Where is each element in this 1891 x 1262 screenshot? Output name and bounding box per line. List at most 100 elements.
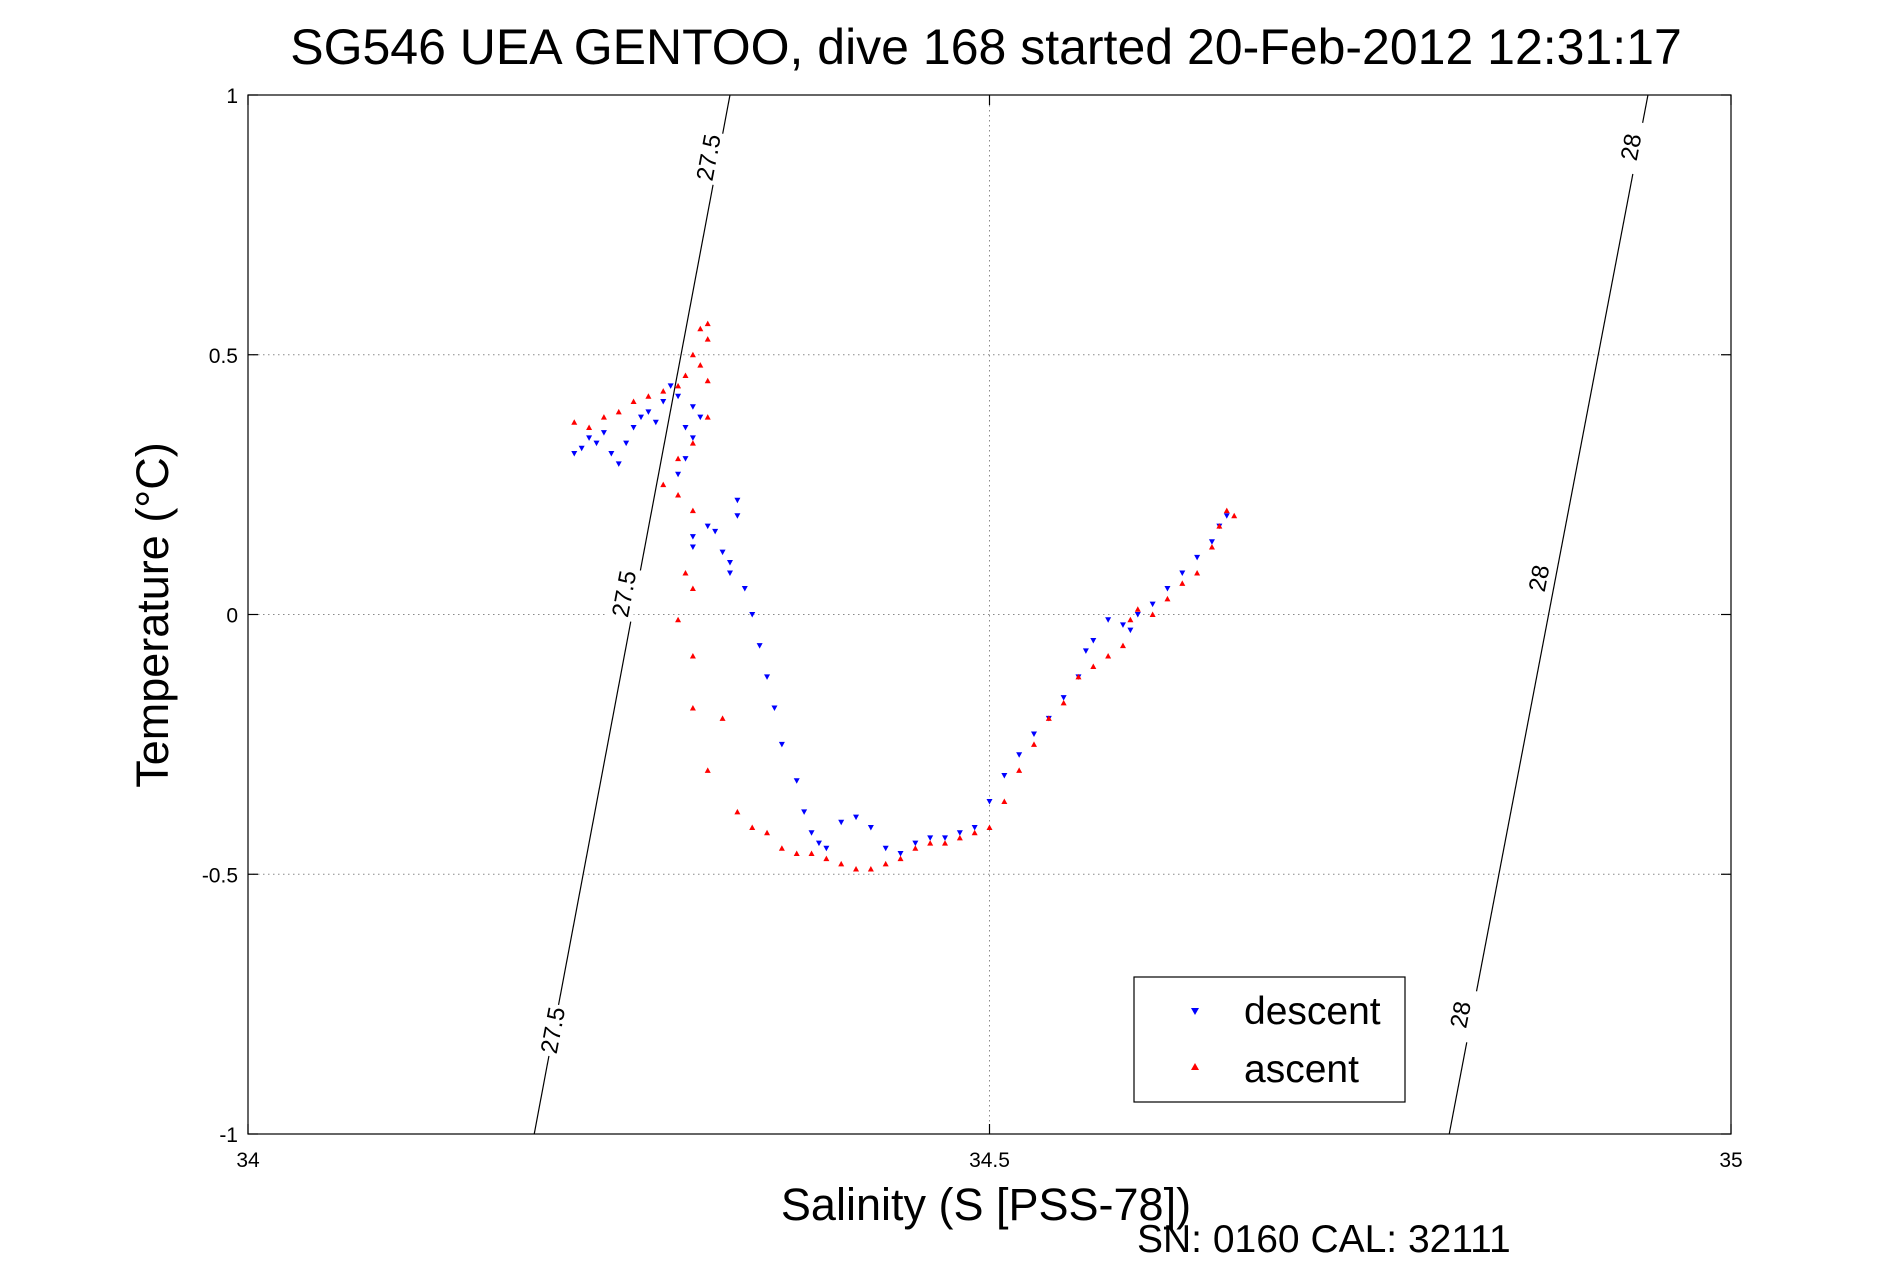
contour-label-bg (533, 1001, 571, 1059)
descent-point (704, 523, 711, 530)
descent-point (697, 414, 704, 421)
descent-point (652, 419, 659, 426)
y-tick-label: 0 (226, 605, 238, 628)
descent-point (1060, 695, 1067, 701)
x-tick-label: 35 (1719, 1149, 1742, 1172)
ascent-point (615, 408, 622, 415)
ascent-point (808, 850, 815, 856)
ascent-point (689, 705, 696, 711)
grid-lines (248, 95, 1731, 1134)
ascent-point (689, 440, 696, 446)
descent-point (853, 814, 860, 821)
descent-point (615, 461, 622, 467)
ascent-point (853, 866, 860, 872)
ascent-point (1223, 507, 1230, 514)
legend-marker-descent (1191, 1008, 1199, 1015)
ascent-point (778, 845, 785, 851)
descent-point (600, 430, 607, 436)
descent-point (912, 840, 919, 847)
contour-label: 28 (1616, 132, 1648, 163)
descent-point (749, 612, 756, 618)
ascent-point (1231, 512, 1238, 519)
ascent-point (1149, 611, 1156, 617)
y-tick-label: 1 (226, 85, 238, 108)
ascent-point (719, 715, 726, 721)
ascent-point (1216, 523, 1223, 529)
descent-point (1223, 513, 1230, 519)
descent-point (682, 424, 689, 431)
descent-point (971, 824, 978, 831)
descent-point (675, 471, 682, 478)
y-tick-label: -1 (219, 1124, 238, 1147)
ascent-point (749, 824, 756, 830)
contour-label-bg (1440, 986, 1479, 1043)
descent-point (1134, 612, 1141, 618)
descent-point (734, 497, 741, 504)
descent-point (667, 383, 674, 389)
ascent-point (697, 362, 704, 368)
axis-ticks: 34 34.5 35 -1 -0.5 0 0.5 1 (202, 85, 1743, 1172)
contour-line (1448, 94, 1649, 1135)
ascent-point (1001, 798, 1008, 805)
descent-point (578, 445, 585, 452)
descent-point (801, 809, 808, 815)
ascent-point (645, 393, 652, 399)
descent-point (942, 835, 949, 841)
ascent-point (1045, 715, 1052, 721)
ascent-point (675, 616, 682, 623)
ascent-point (1105, 653, 1112, 659)
y-axis-label: Temperature (°C) (127, 442, 178, 788)
ascent-point (704, 320, 711, 327)
ascent-point (1075, 673, 1082, 680)
series-ascent (571, 320, 1238, 872)
ascent-point (682, 569, 689, 576)
descent-point (675, 393, 682, 400)
descent-point (586, 435, 593, 441)
ascent-point (1208, 543, 1215, 550)
descent-point (838, 819, 845, 826)
ascent-point (704, 414, 711, 420)
descent-point (771, 705, 778, 712)
descent-point (689, 544, 696, 550)
descent-point (778, 741, 785, 748)
x-tick-label: 34 (236, 1149, 260, 1172)
contour-label-bg (1519, 549, 1557, 607)
ascent-point (600, 414, 607, 420)
descent-point (734, 513, 741, 519)
ascent-point (630, 398, 637, 405)
descent-point (1149, 601, 1156, 608)
descent-point (793, 778, 800, 784)
descent-point (637, 414, 644, 421)
descent-point (630, 424, 637, 431)
ascent-point (971, 829, 978, 836)
ascent-point (764, 829, 771, 836)
ascent-point (1090, 663, 1097, 669)
x-axis-label: Salinity (S [PSS-78]) (781, 1179, 1191, 1230)
descent-point (660, 399, 667, 405)
descent-point (1164, 586, 1171, 592)
ascent-point (1119, 642, 1126, 649)
ascent-point (897, 855, 904, 862)
descent-point (1090, 637, 1097, 644)
descent-point (1127, 627, 1134, 634)
ascent-point (704, 377, 711, 384)
descent-point (623, 440, 630, 447)
y-tick-label: 0.5 (209, 345, 238, 368)
descent-point (712, 528, 719, 535)
descent-point (608, 450, 615, 457)
ascent-point (704, 767, 711, 773)
contour-label: 28 (1524, 563, 1556, 594)
legend: descent ascent (1133, 976, 1406, 1103)
ascent-point (571, 419, 578, 425)
contour-label-bg (604, 565, 642, 622)
calibration-footer: SN: 0160 CAL: 32111 (1137, 1218, 1511, 1261)
descent-point (689, 435, 696, 441)
legend-label-ascent: ascent (1244, 1048, 1359, 1091)
descent-point (756, 643, 763, 649)
descent-point (764, 674, 771, 680)
ascent-point (689, 351, 696, 358)
ascent-point (660, 388, 667, 394)
descent-point (808, 830, 815, 836)
legend-marker-ascent (1191, 1063, 1199, 1070)
series-descent (571, 383, 1230, 857)
